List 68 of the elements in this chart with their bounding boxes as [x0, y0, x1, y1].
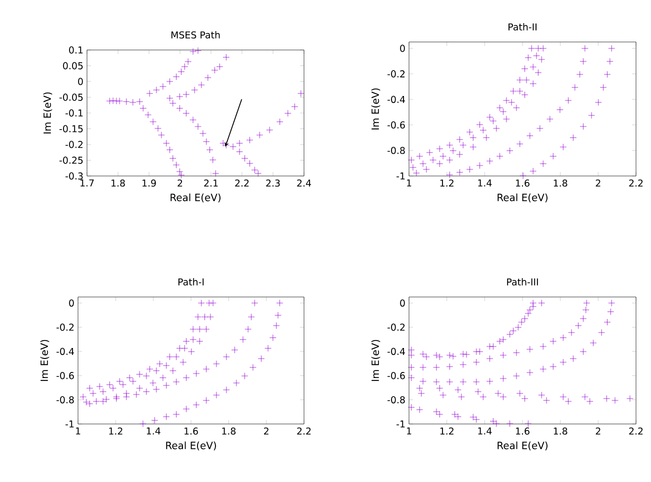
y-tick-label: -0.8	[387, 396, 405, 404]
y-tick-label: -1	[396, 420, 405, 428]
y-axis-title: Im E(eV)	[371, 88, 380, 130]
y-tick-label: 0.05	[63, 62, 83, 70]
y-tick-label: -0.6	[387, 121, 405, 129]
y-tick-label: -0.25	[59, 156, 83, 164]
y-tick-label: -0.2	[56, 324, 74, 331]
x-tick-label: 2.1	[204, 180, 218, 187]
y-axis-title: Im E(eV)	[43, 92, 52, 134]
y-tick-label: -0.05	[59, 94, 83, 101]
x-tick-label: 2.3	[266, 180, 280, 187]
x-tick-label: 2.2	[297, 428, 311, 435]
x-axis-title: Real E(eV)	[170, 193, 220, 202]
x-tick-label: 1.7	[80, 180, 94, 186]
x-tick-label: 1.2	[440, 428, 454, 435]
y-tick-label: -1	[66, 420, 74, 428]
y-tick-label: 0	[400, 299, 405, 307]
y-tick-label: -0.2	[387, 324, 405, 331]
x-tick-label: 1.8	[554, 428, 568, 435]
y-tick-label: 0	[400, 44, 405, 52]
y-tick-label: -0.4	[56, 348, 74, 355]
x-axis-title: Real E(eV)	[166, 441, 216, 450]
chart-title: Path-III	[507, 278, 538, 286]
x-tick-label: 1.8	[554, 180, 568, 187]
y-tick-label: -1	[396, 172, 405, 180]
x-tick-label: 2	[264, 428, 268, 435]
x-tick-label: 1.4	[478, 428, 492, 434]
y-axis-title: Im E(eV)	[371, 340, 380, 381]
chart-title: Path-II	[508, 23, 536, 30]
y-axis-title: Im E(eV)	[40, 340, 50, 381]
y-tick-label: -0.6	[56, 372, 74, 380]
x-tick-label: 2.2	[629, 428, 643, 435]
x-tick-label: 1.4	[146, 428, 160, 434]
x-tick-label: 1.6	[516, 180, 530, 187]
chart-title: Path-I	[178, 278, 204, 286]
x-tick-label: 1	[407, 428, 412, 434]
x-tick-label: 2	[596, 180, 600, 187]
y-tick-label: -0.6	[387, 372, 405, 380]
y-tick-label: 0.1	[69, 46, 83, 54]
x-tick-label: 1.2	[440, 180, 454, 187]
y-tick-label: -0.2	[387, 70, 405, 78]
chart-title: MSES Path	[171, 31, 220, 38]
x-tick-label: 2	[178, 180, 182, 187]
x-tick-label: 2.2	[629, 180, 643, 187]
x-tick-label: 1.4	[478, 180, 492, 186]
x-tick-label: 1.6	[184, 428, 198, 435]
x-tick-label: 1.6	[516, 428, 530, 435]
x-tick-label: 2.4	[297, 180, 312, 187]
y-tick-label: -0.1	[65, 109, 83, 117]
x-tick-label: 1.2	[109, 428, 122, 435]
x-tick-label: 2.2	[235, 180, 249, 187]
x-tick-label: 1	[407, 180, 412, 186]
x-tick-label: 1.8	[112, 180, 125, 187]
y-tick-label: -0.3	[65, 172, 83, 180]
y-tick-label: -0.4	[387, 96, 405, 103]
x-tick-label: 1.8	[222, 428, 236, 435]
y-tick-label: -0.8	[56, 396, 74, 404]
y-tick-label: -0.4	[387, 348, 405, 355]
y-tick-label: 0	[78, 78, 83, 86]
y-tick-label: 0	[69, 299, 74, 307]
y-tick-label: -0.2	[65, 140, 83, 148]
x-tick-label: 1.9	[142, 180, 156, 187]
x-tick-label: 2	[596, 428, 600, 435]
x-tick-label: 1	[76, 428, 80, 434]
y-tick-label: -0.15	[59, 125, 83, 132]
x-axis-title: Real E(eV)	[498, 441, 548, 450]
y-tick-label: -0.8	[387, 146, 405, 154]
x-axis-title: Real E(eV)	[498, 193, 548, 202]
